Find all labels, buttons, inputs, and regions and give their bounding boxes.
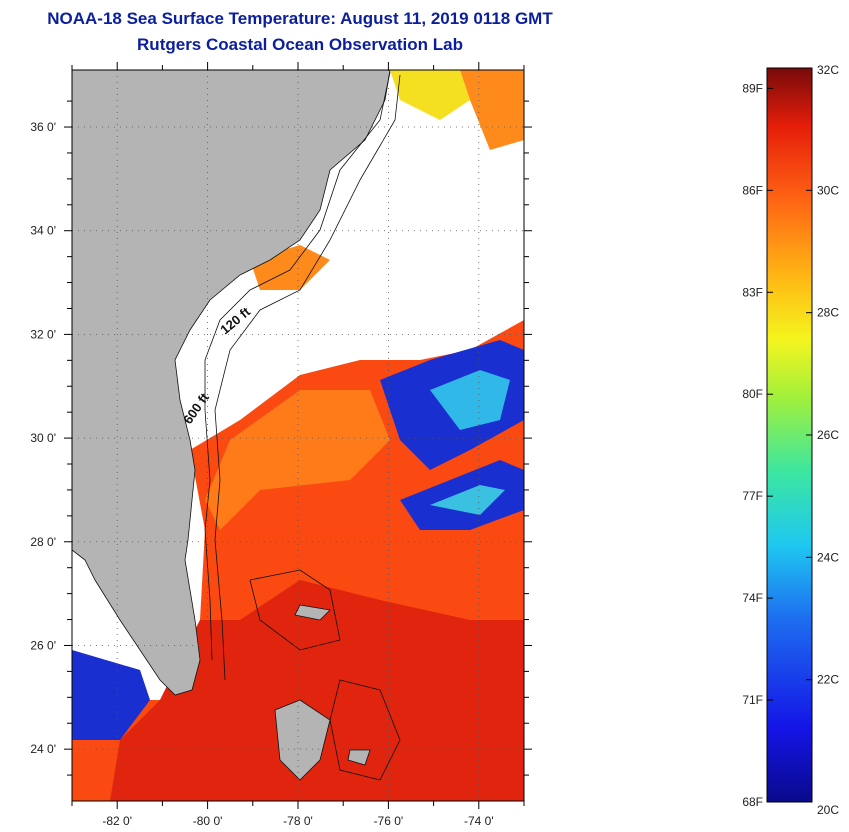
colorbar-label-f: 80F [742,387,763,401]
colorbar-label-c: 22C [817,673,839,687]
colorbar-fahrenheit-labels: 89F 86F 83F 80F 77F 74F 71F 68F [742,81,773,809]
colorbar-celsius-labels: 32C 30C 28C 26C 24C 22C 20C [806,63,839,817]
lon-label: -78 0' [283,814,313,828]
map-title: NOAA-18 Sea Surface Temperature: August … [47,9,553,28]
temperature-colorbar: 89F 86F 83F 80F 77F 74F 71F 68F 32C 30C 28C 26C 24C… [742,63,839,817]
cool-water-patch [72,650,150,740]
land-bahamas [274,699,331,781]
colorbar-label-f: 68F [742,795,763,809]
coastal-orange-band [460,70,524,150]
colorbar-label-f: 74F [742,591,763,605]
land-bahamas [294,604,331,621]
longitude-axis: -82 0' -80 0' -78 0' -76 0' -74 0' [71,62,525,828]
lat-label: 34 0' [30,224,56,238]
land-bahamas [347,749,371,766]
lon-label: -82 0' [102,814,132,828]
colorbar-label-c: 32C [817,63,839,77]
colorbar-label-f: 89F [742,81,763,95]
depth-contour [329,679,401,781]
land-us-southeast [72,70,391,696]
lon-label: -76 0' [374,814,404,828]
depth-contour [214,74,401,681]
colorbar-label-c: 26C [817,428,839,442]
depth-contour [204,71,391,661]
cool-water-patch [430,485,505,515]
sst-map: 36 0' 34 0' 32 0' 30 0' 28 0' 26 0' 24 0' -82 … [30,62,532,828]
map-content [72,70,524,801]
lon-label: -80 0' [193,814,223,828]
colorbar-label-f: 77F [742,489,763,503]
colorbar-label-c: 28C [817,306,839,320]
map-subtitle: Rutgers Coastal Ocean Observation Lab [137,35,463,54]
lat-label: 36 0' [30,120,56,134]
colorbar-label-c: 30C [817,183,839,197]
lat-label: 26 0' [30,638,56,652]
lat-label: 30 0' [30,431,56,445]
colorbar-label-c: 24C [817,550,839,564]
colorbar-label-c: 20C [817,803,839,817]
lat-label: 32 0' [30,327,56,341]
coastal-yellow-band [390,70,470,120]
lat-label: 28 0' [30,535,56,549]
colorbar-gradient [766,67,813,803]
latitude-axis: 36 0' 34 0' 32 0' 30 0' 28 0' 26 0' 24 0' [30,100,532,776]
colorbar-label-f: 86F [742,183,763,197]
orange-water-region [205,390,390,530]
depth-contour [249,569,341,651]
colorbar-label-f: 83F [742,285,763,299]
lon-label: -74 0' [464,814,494,828]
colorbar-label-f: 71F [742,693,763,707]
lat-label: 24 0' [30,742,56,756]
hot-water-region [110,580,524,801]
cool-water-patch [430,370,510,430]
